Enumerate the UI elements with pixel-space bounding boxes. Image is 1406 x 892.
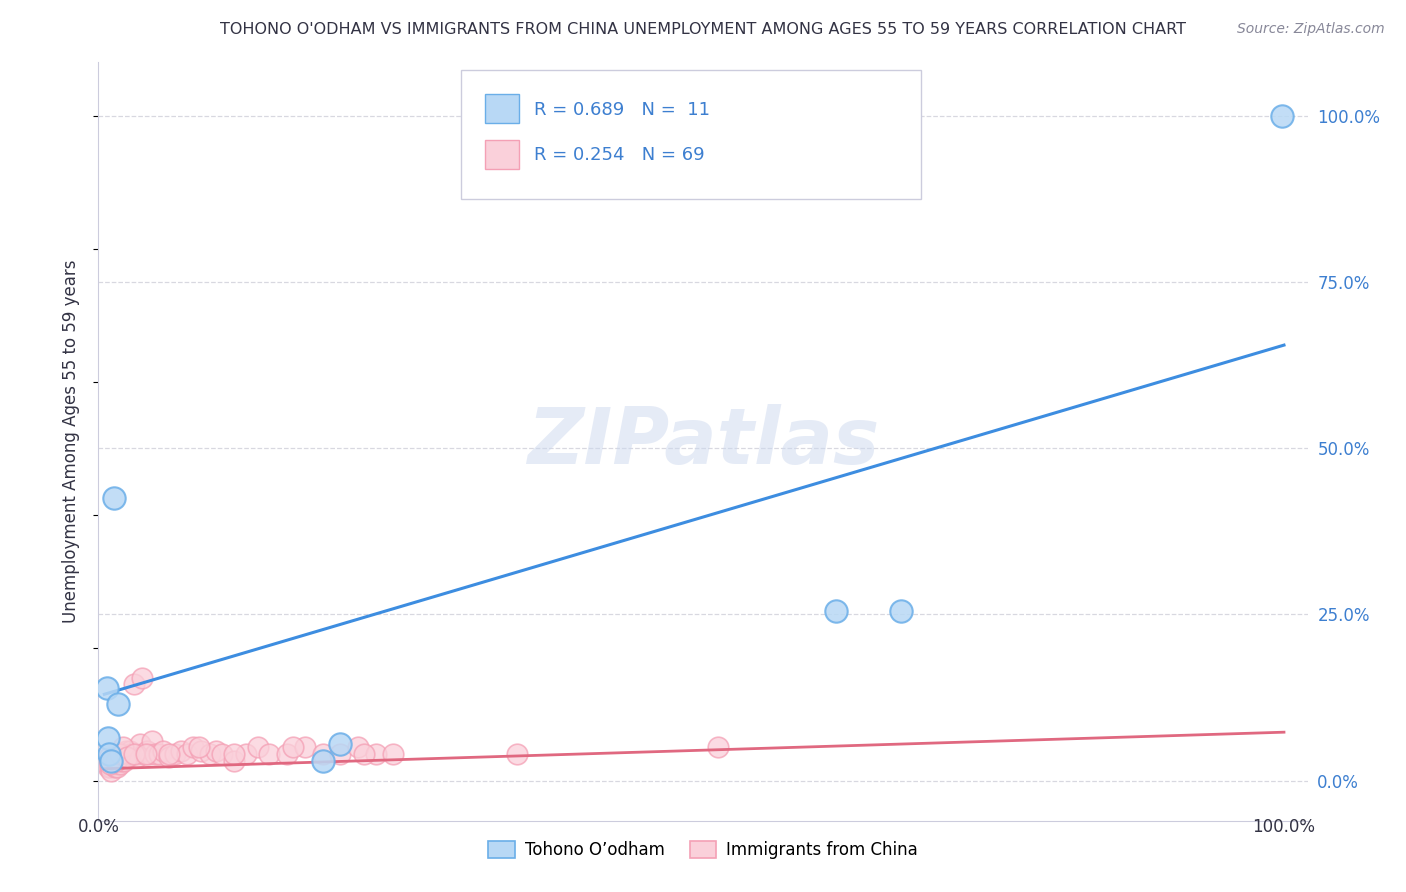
Text: TOHONO O'ODHAM VS IMMIGRANTS FROM CHINA UNEMPLOYMENT AMONG AGES 55 TO 59 YEARS C: TOHONO O'ODHAM VS IMMIGRANTS FROM CHINA …: [219, 22, 1187, 37]
Point: [329, 747, 352, 761]
Point: [382, 747, 405, 761]
Point: [100, 754, 122, 768]
Point: [157, 750, 180, 764]
Point: [120, 744, 142, 758]
Text: ZIPatlas: ZIPatlas: [527, 403, 879, 480]
Point: [134, 747, 156, 761]
Point: [101, 757, 124, 772]
Point: [107, 750, 129, 764]
Point: [824, 604, 846, 618]
Point: [118, 747, 141, 761]
Point: [246, 740, 269, 755]
Point: [112, 754, 135, 768]
Text: 100.0%: 100.0%: [1253, 818, 1316, 836]
Point: [506, 747, 529, 761]
Point: [294, 740, 316, 755]
Point: [148, 747, 170, 761]
FancyBboxPatch shape: [461, 70, 921, 199]
Point: [276, 747, 298, 761]
Point: [281, 740, 304, 755]
Point: [127, 750, 149, 764]
Point: [100, 764, 122, 778]
Point: [98, 750, 121, 764]
Point: [143, 747, 166, 761]
Point: [98, 747, 121, 761]
Point: [259, 747, 281, 761]
Point: [187, 740, 209, 755]
Point: [329, 737, 352, 751]
Text: R = 0.689   N =  11: R = 0.689 N = 11: [534, 101, 710, 120]
Point: [890, 604, 912, 618]
Point: [107, 698, 129, 712]
FancyBboxPatch shape: [485, 140, 519, 169]
Text: Source: ZipAtlas.com: Source: ZipAtlas.com: [1237, 22, 1385, 37]
Point: [222, 747, 245, 761]
Point: [108, 757, 131, 772]
Point: [311, 754, 333, 768]
Point: [104, 760, 127, 774]
Point: [105, 760, 128, 774]
Point: [112, 740, 135, 755]
Point: [157, 747, 180, 761]
Point: [122, 677, 145, 691]
Point: [105, 754, 128, 768]
Point: [235, 747, 257, 761]
Point: [125, 747, 148, 761]
Point: [200, 747, 222, 761]
Point: [138, 747, 160, 761]
Point: [112, 750, 135, 764]
Point: [97, 731, 120, 745]
Point: [115, 750, 138, 764]
Point: [165, 747, 187, 761]
Point: [103, 491, 125, 505]
Point: [108, 747, 131, 761]
Point: [103, 754, 125, 768]
Point: [1271, 109, 1294, 123]
Point: [706, 740, 728, 755]
Point: [101, 750, 124, 764]
Point: [170, 744, 193, 758]
Point: [115, 747, 138, 761]
Point: [347, 740, 370, 755]
Point: [141, 734, 163, 748]
Point: [205, 744, 228, 758]
Legend: Tohono O’odham, Immigrants from China: Tohono O’odham, Immigrants from China: [481, 834, 925, 865]
Point: [128, 737, 150, 751]
Point: [114, 744, 136, 758]
Point: [222, 754, 245, 768]
Point: [97, 760, 120, 774]
Point: [110, 754, 132, 768]
Point: [135, 747, 157, 761]
Point: [311, 747, 333, 761]
Point: [364, 747, 387, 761]
Point: [98, 757, 121, 772]
Point: [117, 750, 139, 764]
Point: [122, 747, 145, 761]
FancyBboxPatch shape: [485, 95, 519, 123]
Point: [211, 747, 233, 761]
Point: [96, 757, 118, 772]
Point: [120, 747, 142, 761]
Point: [181, 740, 204, 755]
Point: [105, 757, 128, 772]
Point: [190, 744, 212, 758]
Text: 0.0%: 0.0%: [77, 818, 120, 836]
Point: [152, 744, 174, 758]
Point: [353, 747, 375, 761]
Point: [98, 760, 121, 774]
Point: [111, 747, 134, 761]
Point: [176, 747, 198, 761]
Point: [131, 671, 153, 685]
Point: [135, 744, 157, 758]
Point: [96, 681, 118, 695]
Y-axis label: Unemployment Among Ages 55 to 59 years: Unemployment Among Ages 55 to 59 years: [62, 260, 80, 624]
Text: R = 0.254   N = 69: R = 0.254 N = 69: [534, 146, 704, 164]
